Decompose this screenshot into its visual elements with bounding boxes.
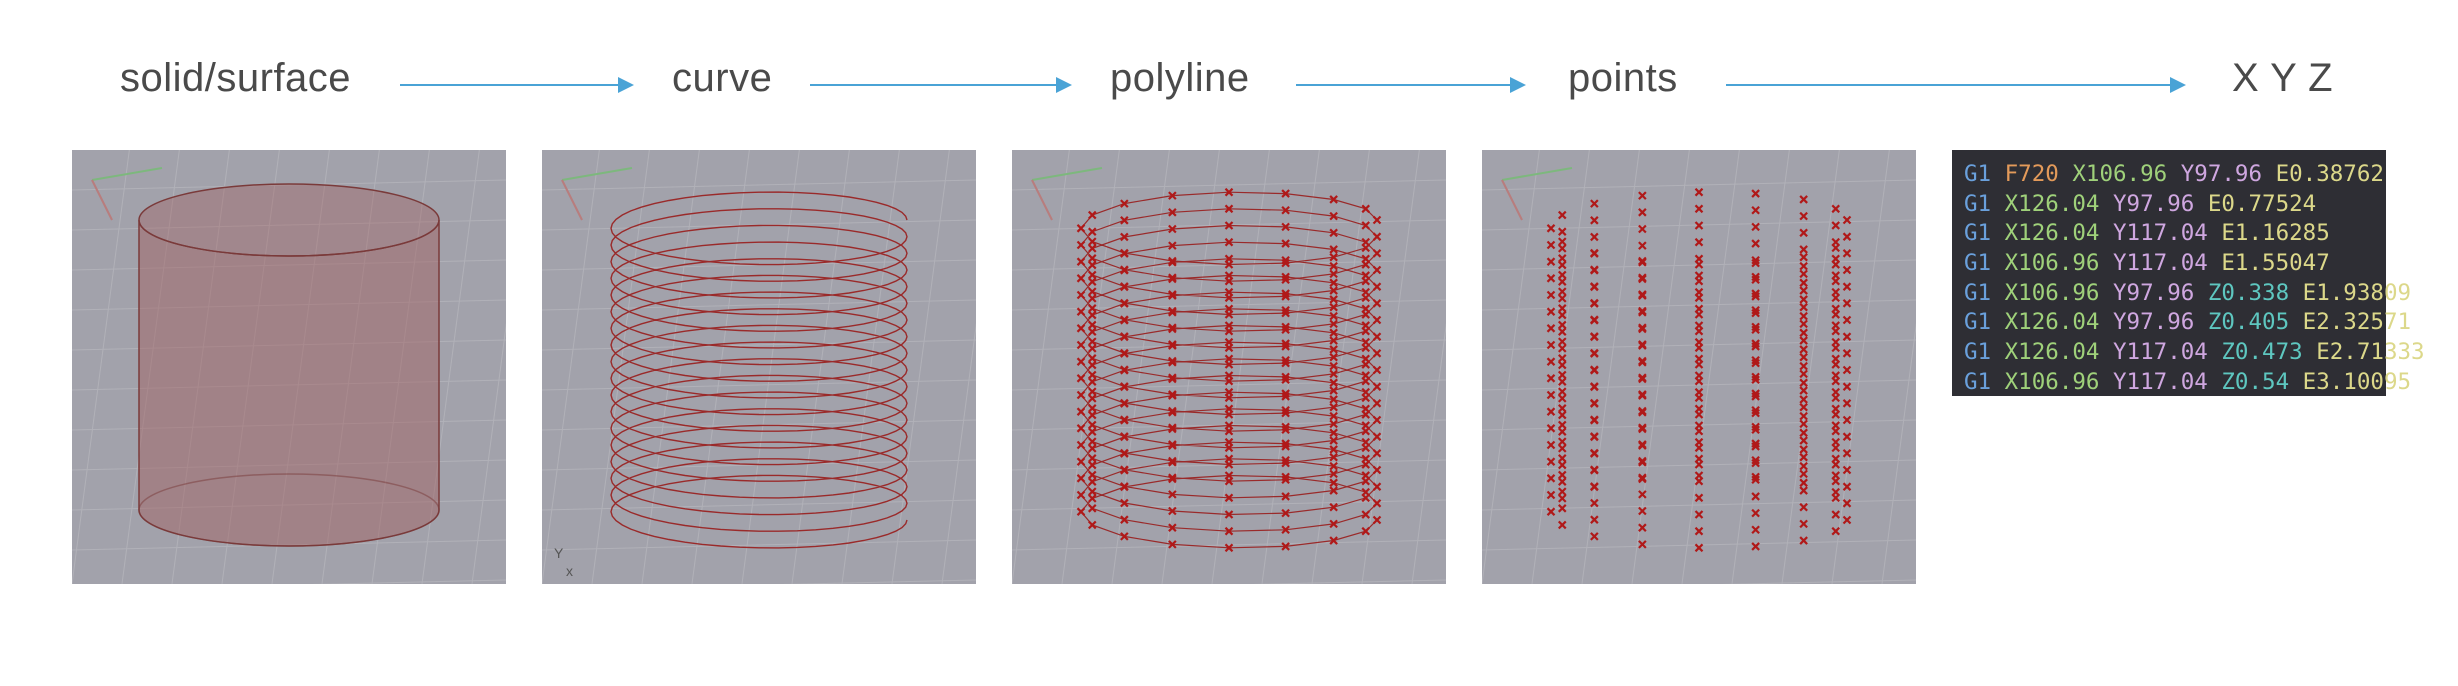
label-curve: curve <box>672 56 772 101</box>
svg-text:Y: Y <box>554 545 564 561</box>
gcode-line: G1 X106.96 Y117.04 E1.55047 <box>1964 249 2374 279</box>
arrow <box>1726 84 2184 86</box>
arrow <box>400 84 632 86</box>
svg-text:x: x <box>566 563 573 579</box>
gcode-line: G1 X126.04 Y117.04 Z0.473 E2.71333 <box>1964 338 2374 368</box>
label-points: points <box>1568 56 1678 101</box>
gcode-line: G1 X126.04 Y97.96 Z0.405 E2.32571 <box>1964 308 2374 338</box>
stage-labels-row: solid/surface curve polyline points X Y … <box>0 56 2458 116</box>
label-polyline: polyline <box>1110 56 1250 101</box>
panel-points <box>1482 150 1916 584</box>
gcode-line: G1 F720 X106.96 Y97.96 E0.38762 <box>1964 160 2374 190</box>
arrow <box>810 84 1070 86</box>
panel-solid <box>72 150 506 584</box>
panel-curve: Yx <box>542 150 976 584</box>
gcode-line: G1 X126.04 Y97.96 E0.77524 <box>1964 190 2374 220</box>
label-xyz: X Y Z <box>2232 56 2333 101</box>
panel-polyline <box>1012 150 1446 584</box>
gcode-line: G1 X126.04 Y117.04 E1.16285 <box>1964 219 2374 249</box>
gcode-line: G1 X106.96 Y97.96 Z0.338 E1.93809 <box>1964 279 2374 309</box>
label-solid: solid/surface <box>120 56 351 101</box>
panel-gcode: G1 F720 X106.96 Y97.96 E0.38762G1 X126.0… <box>1952 150 2386 396</box>
panel-row: Yx G1 F720 X106.96 Y97.96 E0.38762G1 X12… <box>72 150 2386 584</box>
gcode-line: G1 X106.96 Y117.04 Z0.54 E3.10095 <box>1964 368 2374 398</box>
arrow <box>1296 84 1524 86</box>
